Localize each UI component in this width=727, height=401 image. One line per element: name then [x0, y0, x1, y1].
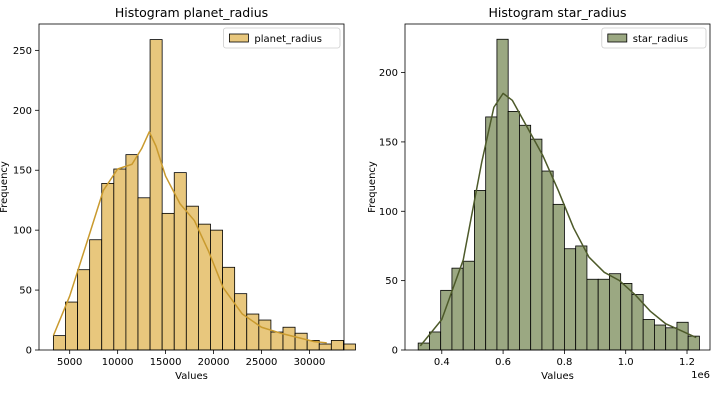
histogram-bar	[620, 283, 633, 351]
histogram-bar	[507, 111, 520, 351]
histogram-bar	[258, 319, 272, 351]
y-tick-label: 150	[379, 137, 398, 148]
x-tick-label: 0.6	[495, 357, 511, 368]
histogram-bar	[631, 294, 644, 351]
chart-star-radius: 0.4 0.6 0.8 1.0 1.2 0 50 100 150 200 Histogram sta…	[367, 5, 711, 382]
histogram-bar	[222, 266, 236, 351]
histogram-bar	[552, 203, 565, 351]
x-tick-label: 5000	[57, 357, 82, 368]
histogram-bar	[161, 212, 175, 351]
histogram-bar	[451, 267, 464, 351]
legend-label: star_radius	[633, 34, 688, 45]
histogram-bar	[564, 248, 577, 351]
histogram-bar	[485, 116, 498, 351]
y-tick-label: 250	[13, 46, 32, 57]
kde-line	[419, 92, 697, 347]
histogram-bars	[417, 38, 700, 351]
histogram-bar	[429, 331, 442, 351]
histogram-bar	[417, 342, 430, 351]
histogram-bar	[65, 301, 78, 351]
histogram-bar	[246, 313, 260, 351]
x-axis-label: Values	[541, 371, 574, 382]
histogram-bar	[687, 335, 700, 351]
histogram-bar	[530, 138, 543, 351]
histogram-bar	[496, 38, 509, 351]
kde-line	[52, 131, 327, 344]
legend-swatch	[228, 33, 249, 43]
histogram-bar	[210, 229, 223, 351]
legend: star_radius	[601, 27, 707, 49]
histogram-bar	[330, 340, 344, 351]
histogram-bar	[318, 343, 332, 351]
histogram-bar	[282, 326, 296, 351]
histogram-bar	[294, 332, 308, 351]
histogram-bar	[575, 245, 588, 351]
x-tick-label: 0.4	[434, 357, 450, 368]
plot-frame	[38, 23, 345, 351]
chart-title: Histogram star_radius	[489, 5, 627, 20]
histogram-bar	[125, 154, 139, 351]
histogram-bar	[654, 324, 667, 351]
histogram-bar	[52, 335, 66, 351]
histogram-bar	[609, 273, 622, 351]
x-axis-label: Values	[175, 371, 208, 382]
histogram-bar	[597, 278, 610, 351]
histogram-bar	[149, 39, 163, 351]
histogram-bar	[440, 289, 453, 351]
y-tick-label: 100	[13, 226, 32, 237]
histogram-bar	[89, 239, 103, 351]
histogram-bar	[462, 260, 475, 351]
legend: planet_radius	[222, 27, 341, 49]
histogram-bar	[137, 197, 151, 351]
x-tick-label: 10000	[102, 357, 134, 368]
legend-swatch	[607, 33, 628, 43]
histogram-bar	[343, 343, 356, 351]
y-tick-label: 200	[13, 106, 32, 117]
plot-frame	[404, 23, 711, 351]
histogram-bar	[234, 293, 248, 351]
y-tick-label: 0	[392, 346, 398, 357]
chart-planet-radius: 5000 10000 15000 20000 25000 30000 0 50 100 150 20…	[0, 5, 356, 382]
y-tick-label: 100	[379, 207, 398, 218]
x-tick-label: 0.8	[556, 357, 572, 368]
x-tick-label: 1.0	[618, 357, 634, 368]
x-tick-label: 20000	[198, 357, 230, 368]
histogram-bar	[586, 278, 599, 351]
y-tick-label: 150	[13, 166, 32, 177]
legend-label: planet_radius	[254, 34, 322, 45]
histogram-bar	[541, 170, 554, 351]
histogram-bars	[52, 39, 356, 351]
y-axis-label: Frequency	[0, 161, 10, 213]
y-axis-label: Frequency	[367, 161, 378, 213]
x-tick-label: 1.2	[679, 357, 695, 368]
histogram-bar	[665, 327, 678, 351]
chart-title: Histogram planet_radius	[115, 5, 268, 20]
histogram-bar	[519, 124, 532, 351]
histogram-bar	[676, 321, 689, 351]
histogram-bar	[642, 319, 655, 351]
histogram-bar	[173, 172, 187, 351]
y-tick-label: 50	[385, 276, 398, 287]
y-tick-label: 0	[26, 346, 32, 357]
legend-box	[222, 27, 341, 49]
y-tick-label: 200	[379, 68, 398, 79]
histogram-bar	[185, 205, 199, 351]
histogram-bar	[474, 190, 487, 351]
histogram-bar	[113, 168, 127, 351]
histogram-bar	[101, 182, 115, 351]
y-tick-label: 50	[19, 286, 32, 297]
x-offset-label: 1e6	[691, 370, 710, 381]
x-tick-label: 30000	[294, 357, 326, 368]
legend-box	[601, 27, 707, 49]
x-tick-label: 15000	[150, 357, 182, 368]
histogram-bar	[270, 331, 284, 351]
histogram-bar	[77, 269, 91, 351]
x-tick-label: 25000	[246, 357, 278, 368]
